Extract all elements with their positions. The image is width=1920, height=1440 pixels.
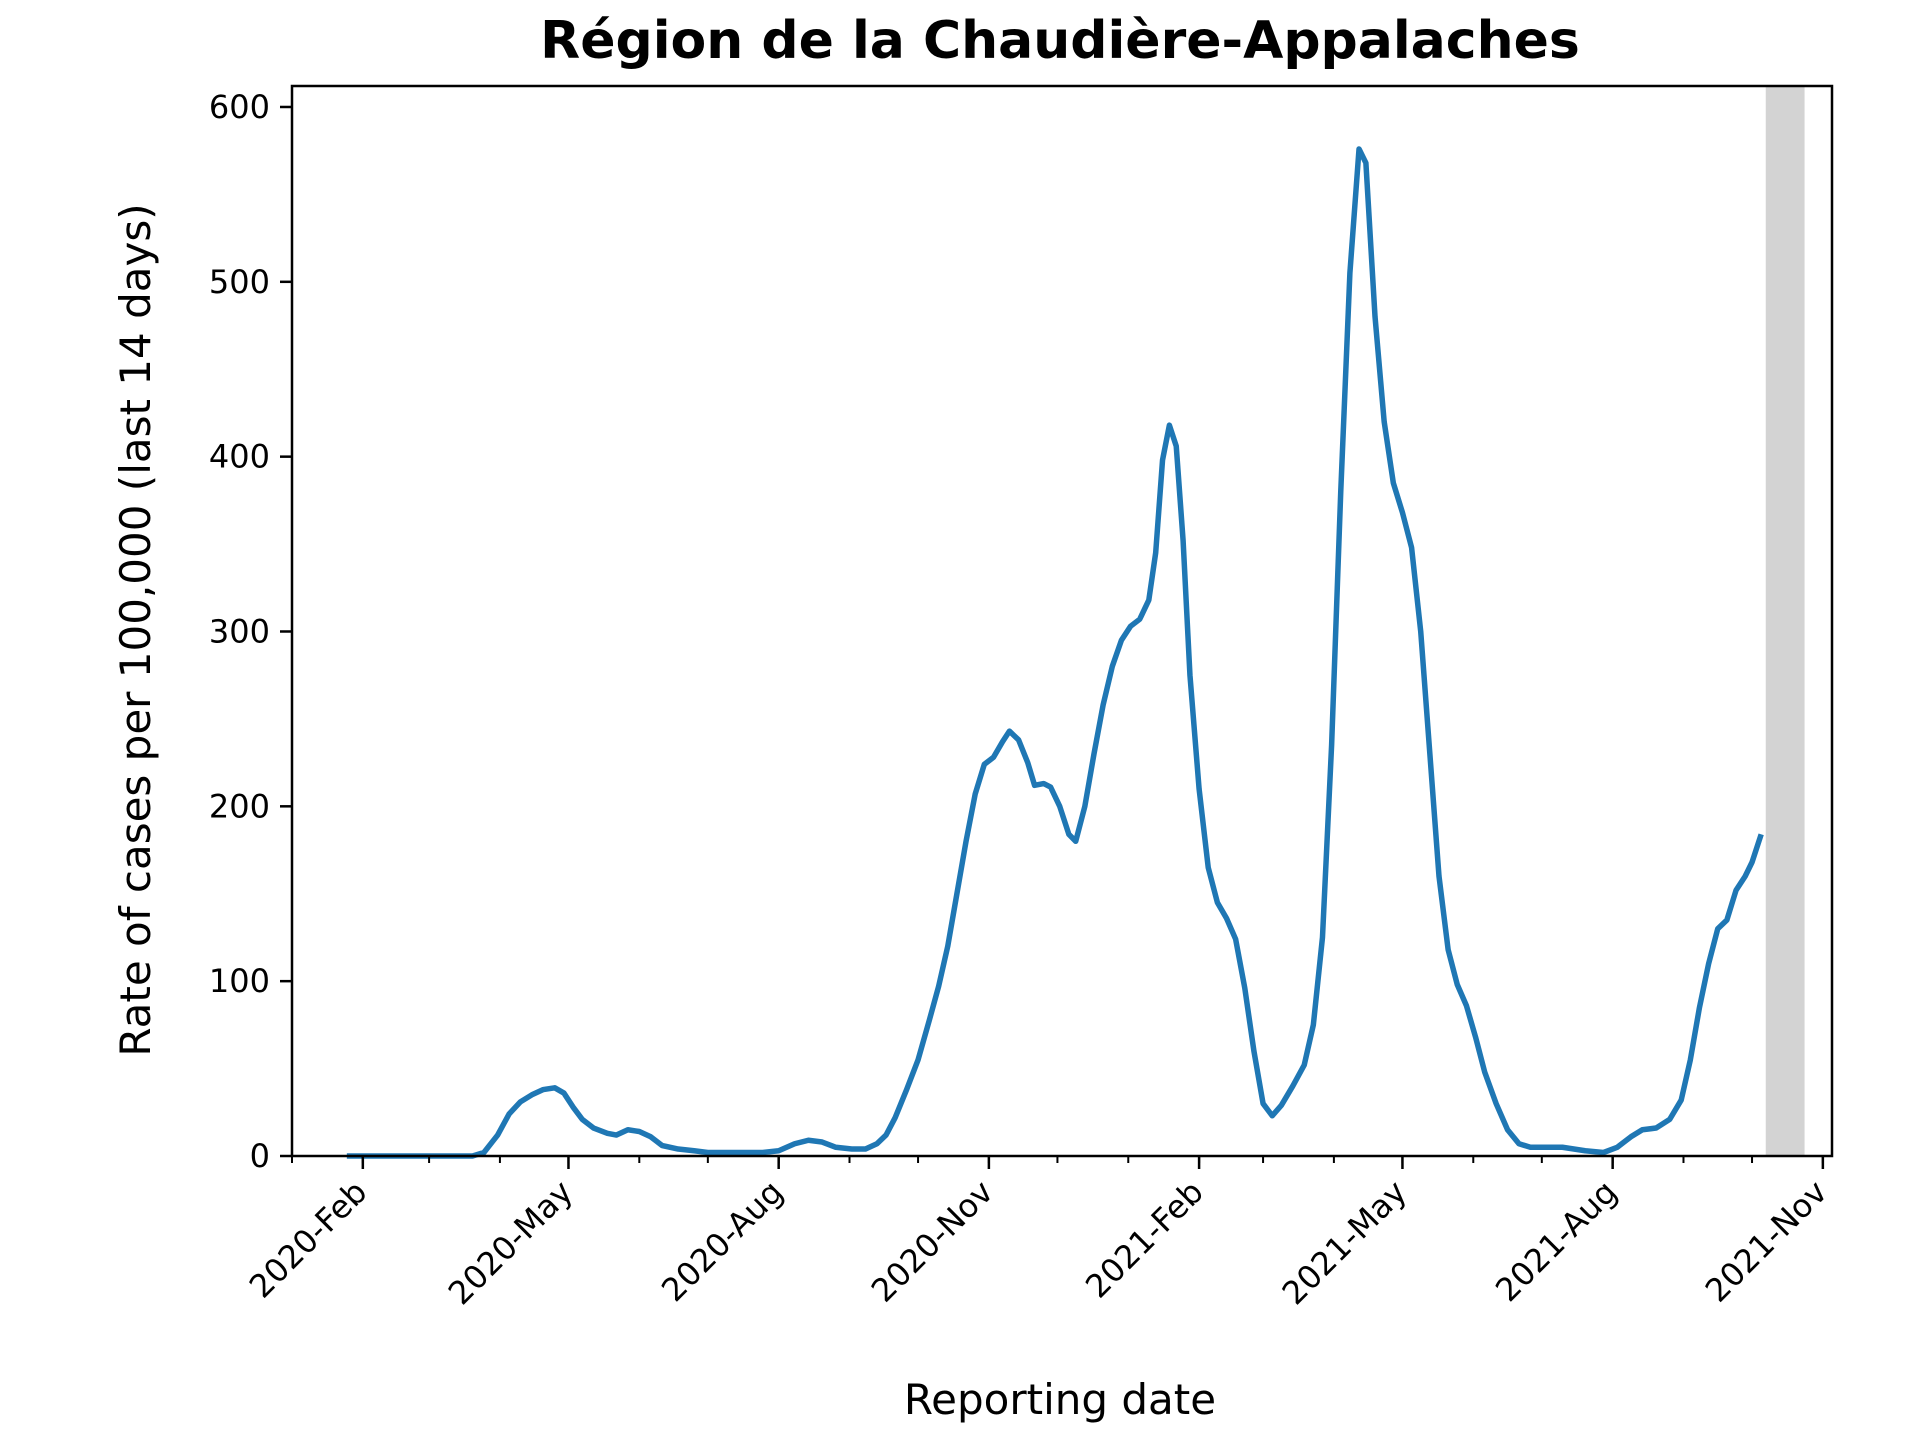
x-tick-label: 2020-Feb (242, 1173, 375, 1306)
y-tick-label: 600 (209, 88, 270, 126)
y-tick-label: 400 (209, 438, 270, 476)
y-tick-label: 200 (209, 787, 270, 825)
shaded-band (1765, 86, 1805, 1156)
x-tick-label: 2021-Nov (1698, 1173, 1835, 1310)
plot-frame (290, 84, 1834, 1158)
chart-title: Région de la Chaudière-Appalaches (540, 11, 1580, 71)
y-tick-label: 300 (209, 612, 270, 650)
x-tick-label: 2021-Feb (1078, 1173, 1211, 1306)
x-axis-label: Reporting date (904, 1375, 1216, 1424)
series-line (346, 146, 1764, 1159)
x-tick-label: 2020-Nov (864, 1173, 1001, 1310)
plot-area: 0 100 200 300 400 500 600 2020-Feb 2020-May 2020-… (209, 84, 1835, 1312)
x-tick-label: 2021-May (1275, 1173, 1414, 1312)
y-axis-label: Rate of cases per 100,000 (last 14 days) (111, 203, 160, 1056)
y-tick-label: 100 (209, 962, 270, 1000)
x-tick-label: 2020-May (441, 1173, 580, 1312)
y-tick-label: 500 (209, 263, 270, 301)
y-tick-label: 0 (250, 1137, 270, 1175)
x-tick-label: 2020-Aug (654, 1173, 790, 1309)
x-tick-label: 2021-Aug (1488, 1173, 1624, 1309)
